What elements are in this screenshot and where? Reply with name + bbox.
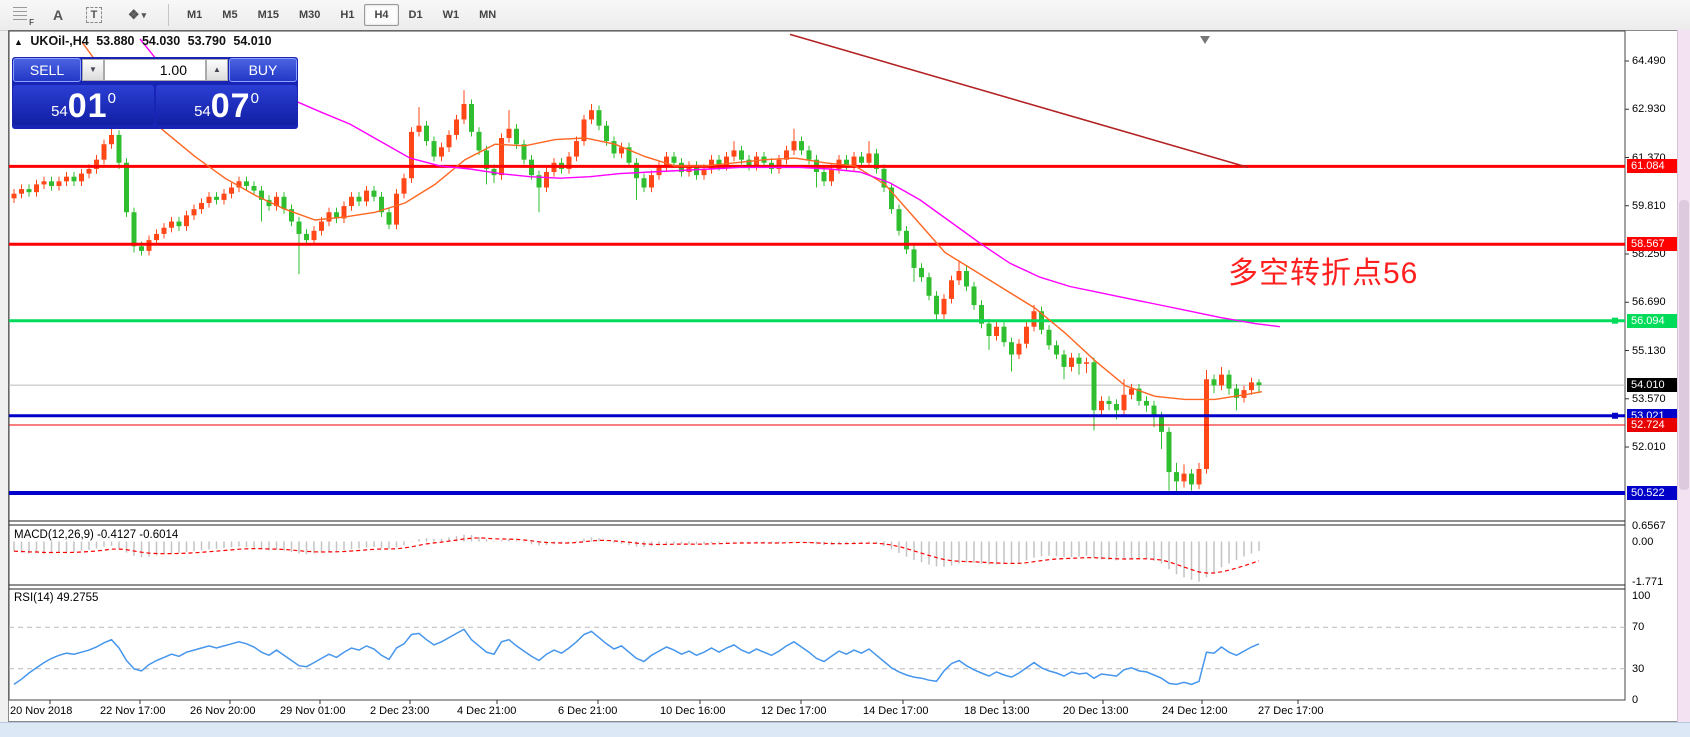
ohlc-high: 54.030 <box>142 34 180 48</box>
time-axis-label: 20 Nov 2018 <box>10 705 72 717</box>
collapse-triangle-icon[interactable]: ▲ <box>14 37 23 47</box>
buy-button[interactable]: BUY <box>229 58 297 82</box>
rsi-line <box>14 629 1259 684</box>
price-tag: 56.094 <box>1627 314 1680 328</box>
macd-histogram <box>13 535 1260 582</box>
time-axis-label: 12 Dec 17:00 <box>761 705 826 717</box>
ohlc-close: 54.010 <box>233 34 271 48</box>
line-endpoint-handle[interactable] <box>1612 413 1618 419</box>
time-axis-label: 27 Dec 17:00 <box>1258 705 1323 717</box>
price-tag: 54.010 <box>1627 378 1680 392</box>
macd-axis-tick: 0.6567 <box>1632 519 1666 533</box>
rsi-label: RSI(14) 49.2755 <box>14 592 98 604</box>
macd-axis-tick: -1.771 <box>1632 575 1663 589</box>
price-tag: 50.522 <box>1627 486 1680 500</box>
price-axis-tick: 64.490 <box>1632 54 1666 68</box>
symbol-name: UKOil-,H4 <box>30 34 88 48</box>
price-axis-tick: 52.010 <box>1632 440 1666 454</box>
candlesticks <box>12 90 1262 493</box>
plot-border <box>9 31 1625 700</box>
time-axis-label: 6 Dec 21:00 <box>558 705 617 717</box>
rsi-axis-tick: 100 <box>1632 589 1650 603</box>
chart-title: ▲ UKOil-,H4 53.880 54.030 53.790 54.010 <box>14 34 276 48</box>
ohlc-low: 53.790 <box>188 34 226 48</box>
sell-button[interactable]: SELL <box>13 58 81 82</box>
time-axis-label: 14 Dec 17:00 <box>863 705 928 717</box>
rsi-axis-tick: 0 <box>1632 693 1638 707</box>
chart-text-annotation[interactable]: 多空转折点56 <box>1228 248 1418 292</box>
macd-label: MACD(12,26,9) -0.4127 -0.6014 <box>14 529 178 541</box>
window-bottom-edge <box>0 722 1690 737</box>
rsi-axis-tick: 30 <box>1632 662 1644 676</box>
price-axis-tick: 59.810 <box>1632 199 1666 213</box>
trendline[interactable] <box>790 34 1248 167</box>
volume-decrease-button[interactable]: ▼ <box>82 59 104 81</box>
time-axis-label: 20 Dec 13:00 <box>1063 705 1128 717</box>
price-axis-tick: 55.130 <box>1632 344 1666 358</box>
vertical-scrollbar[interactable] <box>1677 30 1690 722</box>
price-tag: 61.084 <box>1627 159 1680 173</box>
price-axis-tick: 62.930 <box>1632 102 1666 116</box>
price-tag: 52.724 <box>1627 418 1680 432</box>
ma-slow-line <box>140 39 1280 327</box>
time-axis-label: 29 Nov 01:00 <box>280 705 345 717</box>
price-tag: 58.567 <box>1627 237 1680 251</box>
time-axis-label: 26 Nov 20:00 <box>190 705 255 717</box>
ohlc-open: 53.880 <box>96 34 134 48</box>
price-axis-tick: 53.570 <box>1632 392 1666 406</box>
macd-axis-tick: 0.00 <box>1632 535 1653 549</box>
scrollbar-thumb[interactable] <box>1679 200 1689 490</box>
chart-shift-marker-icon <box>1200 36 1210 44</box>
time-axis-label: 24 Dec 12:00 <box>1162 705 1227 717</box>
price-axis-tick: 56.690 <box>1632 295 1666 309</box>
time-axis-label: 22 Nov 17:00 <box>100 705 165 717</box>
volume-increase-button[interactable]: ▲ <box>206 59 228 81</box>
time-axis-label: 10 Dec 16:00 <box>660 705 725 717</box>
time-axis-label: 18 Dec 13:00 <box>964 705 1029 717</box>
rsi-axis-tick: 70 <box>1632 620 1644 634</box>
volume-input[interactable]: 1.00 <box>104 59 206 81</box>
line-endpoint-handle[interactable] <box>1612 318 1618 324</box>
time-axis-label: 4 Dec 21:00 <box>457 705 516 717</box>
time-axis-label: 2 Dec 23:00 <box>370 705 429 717</box>
